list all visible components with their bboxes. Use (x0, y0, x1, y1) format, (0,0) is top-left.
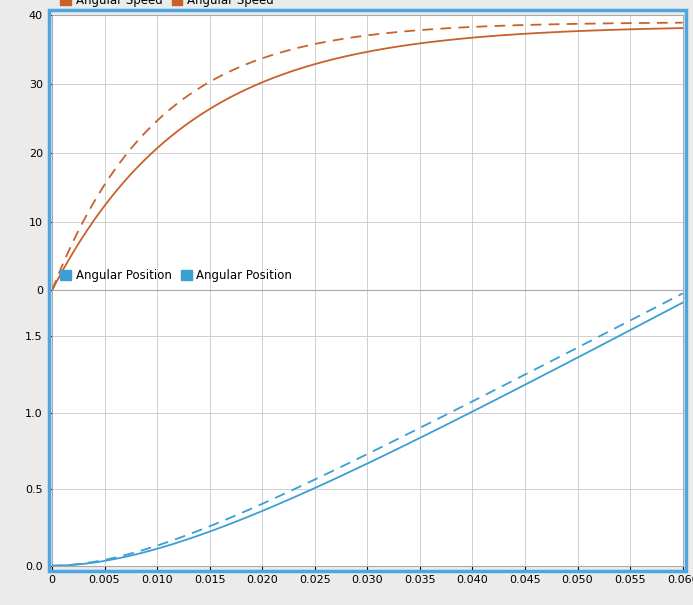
Legend: Angular Position, Angular Position: Angular Position, Angular Position (58, 267, 295, 284)
Legend: Angular Speed, Angular Speed: Angular Speed, Angular Speed (58, 0, 277, 9)
